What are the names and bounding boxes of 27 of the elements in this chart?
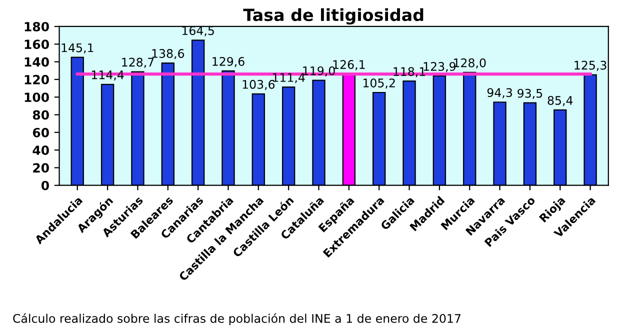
data-label: 103,6 bbox=[242, 80, 275, 90]
y-tick-label: 120 bbox=[24, 74, 49, 84]
y-tick-label: 40 bbox=[32, 146, 49, 155]
chart-title: Tasa de litigiosidad bbox=[243, 8, 424, 25]
data-label: 128,0 bbox=[454, 58, 486, 69]
data-label: 125,3 bbox=[574, 60, 606, 71]
data-label: 129,6 bbox=[212, 56, 244, 68]
text: Cálculo realizado sobre las cifras de población del INE a 1 de enero de 2017 bbox=[13, 313, 460, 326]
data-label: 105,2 bbox=[363, 78, 395, 89]
y-tick-label: 20 bbox=[33, 163, 49, 173]
data-label: 138,6 bbox=[152, 49, 184, 60]
y-tick-label: 60 bbox=[32, 128, 49, 138]
y-tick-label: 140 bbox=[24, 57, 49, 67]
data-label: 126,1 bbox=[333, 60, 365, 70]
data-label: 123,9 bbox=[424, 62, 456, 72]
data-label: 93,5 bbox=[518, 88, 542, 99]
data-label: 128,7 bbox=[122, 58, 154, 68]
y-tick-label: 180 bbox=[24, 22, 49, 32]
data-label: 85,4 bbox=[548, 96, 573, 106]
data-label: 145,1 bbox=[62, 43, 94, 54]
y-tick-label: 100 bbox=[24, 92, 49, 102]
data-label: 118,1 bbox=[394, 67, 426, 78]
data-label: 94,3 bbox=[487, 88, 512, 98]
y-tick-label: 0 bbox=[41, 180, 49, 190]
data-label: 111,4 bbox=[272, 73, 305, 84]
y-tick-label: 80 bbox=[32, 110, 49, 120]
y-tick-label: 160 bbox=[24, 40, 49, 50]
